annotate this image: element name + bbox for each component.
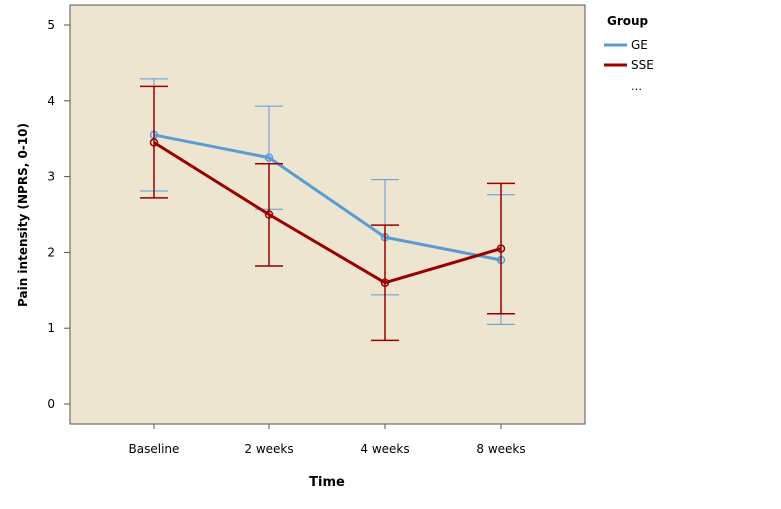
legend: Group GE SSE … (604, 14, 654, 93)
y-axis-title: Pain intensity (NPRS, 0-10) (16, 123, 30, 307)
plot-area (69, 4, 586, 425)
point-sse-1 (264, 210, 274, 219)
y-tick-label-5: 5 (47, 18, 55, 32)
legend-more: … (631, 80, 642, 93)
line-sse (153, 141, 502, 285)
point-sse-2 (380, 278, 390, 287)
x-axis-title: Time (309, 475, 345, 490)
legend-title: Group (607, 14, 649, 28)
y-tick-label-4: 4 (47, 94, 55, 108)
x-axis: Baseline 2 weeks 4 weeks 8 weeks (129, 424, 526, 456)
y-axis: 0 1 2 3 4 5 (47, 18, 70, 411)
point-ge-1 (264, 153, 274, 162)
point-sse-3 (496, 244, 506, 253)
x-tick-label-2: 4 weeks (360, 442, 409, 456)
x-tick-label-0: Baseline (129, 442, 180, 456)
x-tick-label-1: 2 weeks (244, 442, 293, 456)
series-sse (140, 85, 515, 342)
y-tick-label-3: 3 (47, 170, 55, 184)
legend-label-ge: GE (631, 38, 648, 52)
y-tick-label-2: 2 (47, 245, 55, 259)
point-sse-0 (149, 138, 159, 147)
y-tick-label-1: 1 (47, 321, 55, 335)
legend-label-sse: SSE (631, 58, 654, 72)
line-ge (153, 133, 502, 262)
series-layer (140, 78, 515, 342)
y-tick-label-0: 0 (47, 397, 55, 411)
x-tick-label-3: 8 weeks (476, 442, 525, 456)
